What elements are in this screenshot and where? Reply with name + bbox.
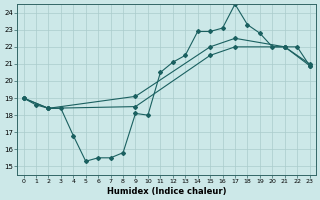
X-axis label: Humidex (Indice chaleur): Humidex (Indice chaleur): [107, 187, 226, 196]
